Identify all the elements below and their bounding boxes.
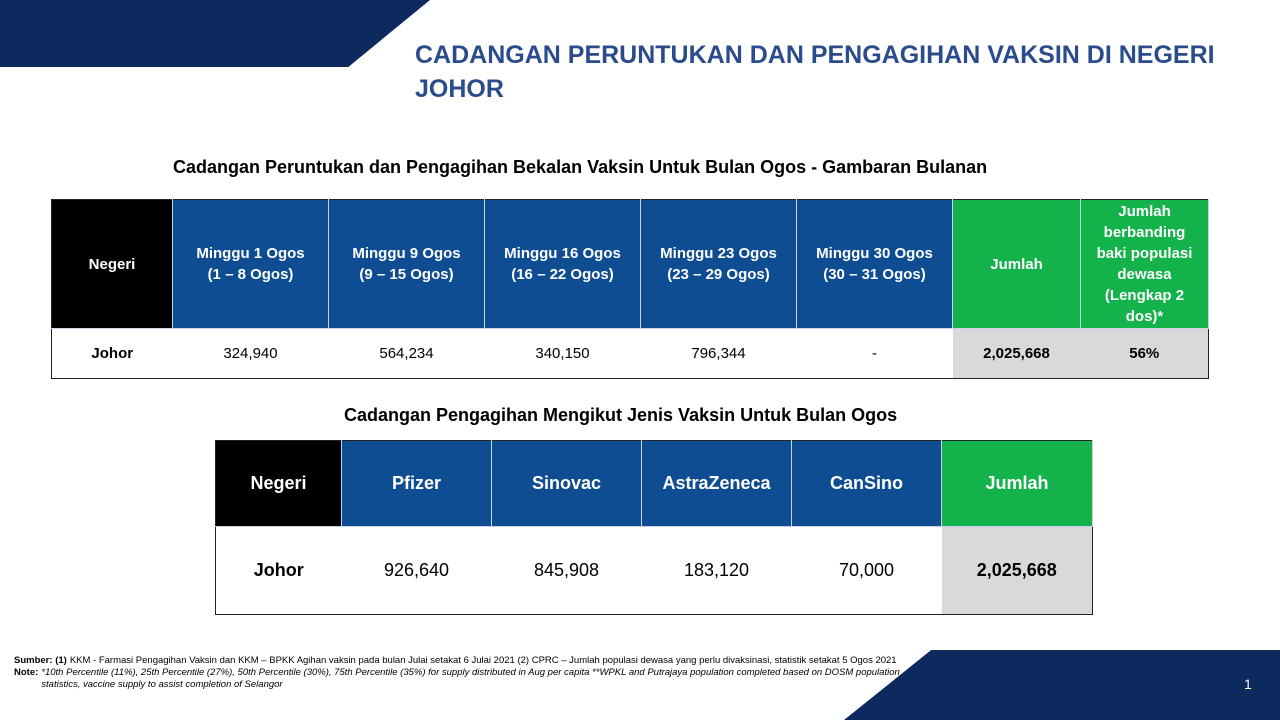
cell-week-2: 564,234 (328, 328, 485, 379)
table-row: Johor 324,940 564,234 340,150 796,344 - … (51, 328, 1209, 379)
vaccine-type-table: Negeri Pfizer Sinovac AstraZeneca CanSin… (215, 440, 1093, 615)
slide-title: CADANGAN PERUNTUKAN DAN PENGAGIHAN VAKSI… (415, 41, 1215, 103)
cell-sinovac: 845,908 (491, 526, 642, 615)
note: Note: *10th Percentile (11%), 25th Perce… (14, 667, 914, 691)
table-header-row: Negeri Pfizer Sinovac AstraZeneca CanSin… (215, 440, 1093, 527)
table-header-row: Negeri Minggu 1 Ogos (1 – 8 Ogos) Minggu… (51, 199, 1209, 329)
header-label: Minggu 30 Ogos (30 – 31 Ogos) (816, 245, 933, 283)
note-label: Note: (14, 667, 39, 678)
table2-title: Cadangan Pengagihan Mengikut Jenis Vaksi… (344, 405, 898, 425)
header-week-1: Minggu 1 Ogos (1 – 8 Ogos) (172, 199, 329, 329)
header-label: Minggu 16 Ogos (16 – 22 Ogos) (504, 245, 621, 283)
page-number: 1 (1244, 676, 1252, 692)
header-jumlah: Jumlah (952, 199, 1081, 329)
header-label: Minggu 1 Ogos (1 – 8 Ogos) (196, 245, 305, 283)
source-label-text: Sumber: (14, 655, 53, 666)
header-pfizer: Pfizer (341, 440, 492, 527)
bottom-banner-decoration (844, 650, 1280, 720)
table1-title: Cadangan Peruntukan dan Pengagihan Bekal… (173, 157, 988, 177)
source-note: Sumber: (1) KKM - Farmasi Pengagihan Vak… (14, 655, 914, 667)
note-text: *10th Percentile (11%), 25th Percentile … (41, 667, 900, 690)
table-row: Johor 926,640 845,908 183,120 70,000 2,0… (215, 526, 1093, 615)
cell-astrazeneca: 183,120 (641, 526, 792, 615)
cell-week-4: 796,344 (640, 328, 797, 379)
header-week-5: Minggu 30 Ogos (30 – 31 Ogos) (796, 199, 953, 329)
weekly-allocation-table: Negeri Minggu 1 Ogos (1 – 8 Ogos) Minggu… (51, 199, 1209, 379)
cell-jumlah: 2,025,668 (952, 328, 1081, 379)
cell-negeri: Johor (215, 526, 342, 615)
header-cansino: CanSino (791, 440, 942, 527)
cell-negeri: Johor (51, 328, 173, 379)
cell-week-3: 340,150 (484, 328, 641, 379)
cell-week-1: 324,940 (172, 328, 329, 379)
header-week-2: Minggu 9 Ogos (9 – 15 Ogos) (328, 199, 485, 329)
header-label: Jumlah (990, 255, 1043, 273)
source-number: (1) (55, 655, 67, 666)
header-sinovac: Sinovac (491, 440, 642, 527)
cell-jumlah: 2,025,668 (941, 526, 1093, 615)
header-label: Jumlah berbanding baki populasi dewasa (… (1096, 203, 1193, 325)
header-week-3: Minggu 16 Ogos (16 – 22 Ogos) (484, 199, 641, 329)
cell-pfizer: 926,640 (341, 526, 492, 615)
cell-cansino: 70,000 (791, 526, 942, 615)
cell-week-5: - (796, 328, 953, 379)
header-label: Minggu 23 Ogos (23 – 29 Ogos) (660, 245, 777, 283)
header-label: Negeri (88, 255, 136, 273)
source-label: Sumber: (1) (14, 655, 67, 667)
header-negeri: Negeri (215, 440, 342, 527)
source-text: KKM - Farmasi Pengagihan Vaksin dan KKM … (69, 655, 897, 666)
header-negeri: Negeri (51, 199, 173, 329)
top-banner-decoration (0, 0, 430, 67)
footnotes: Sumber: (1) KKM - Farmasi Pengagihan Vak… (14, 655, 914, 691)
header-percentage: Jumlah berbanding baki populasi dewasa (… (1080, 199, 1209, 329)
header-astrazeneca: AstraZeneca (641, 440, 792, 527)
cell-percentage: 56% (1080, 328, 1209, 379)
header-week-4: Minggu 23 Ogos (23 – 29 Ogos) (640, 199, 797, 329)
header-jumlah: Jumlah (941, 440, 1093, 527)
header-label: Minggu 9 Ogos (9 – 15 Ogos) (352, 245, 461, 283)
